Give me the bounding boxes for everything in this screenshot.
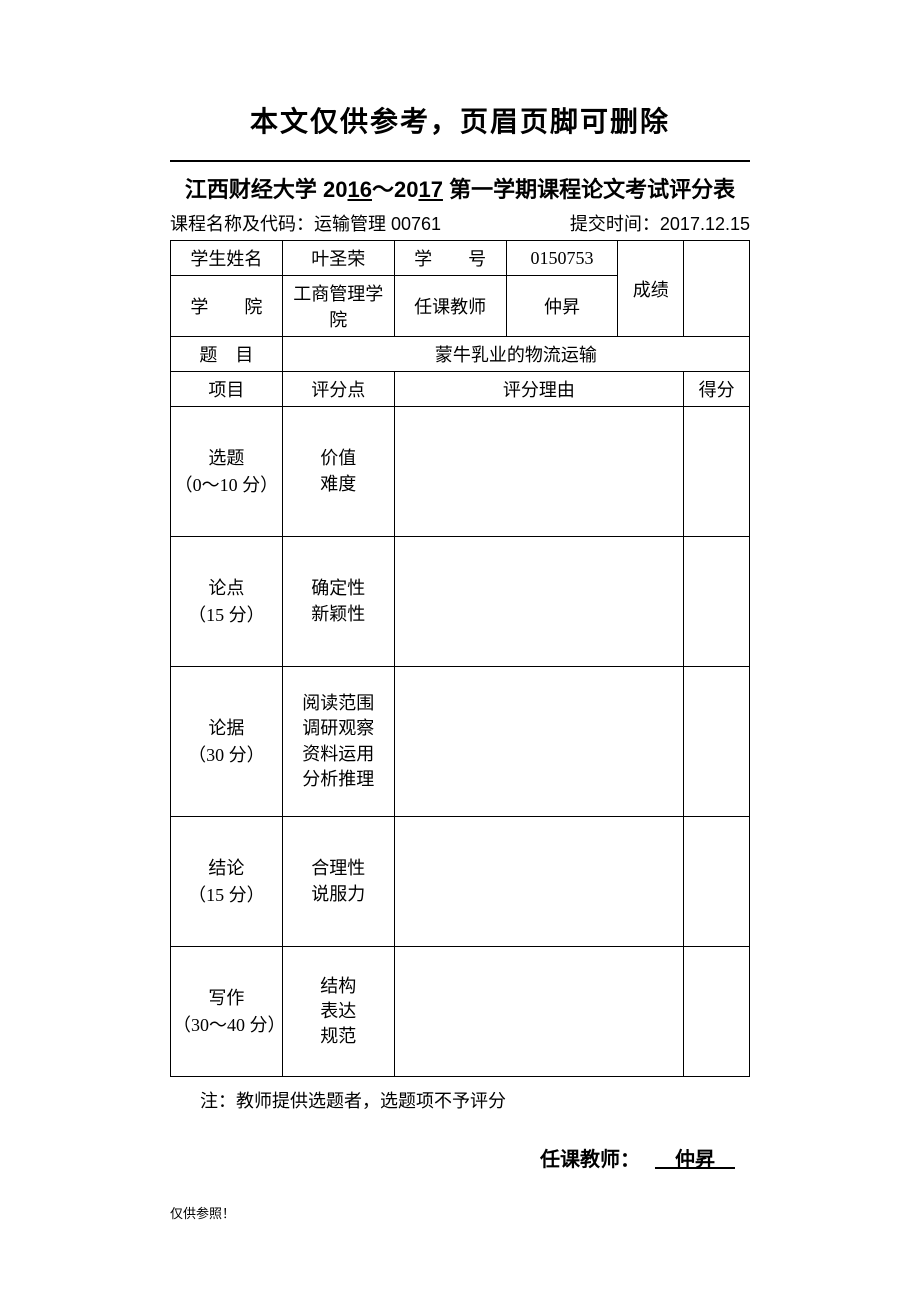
row-criteria: 确定性 新颖性: [282, 537, 394, 667]
table-row: 题 目 蒙牛乳业的物流运输: [171, 337, 750, 372]
row-project: 结论 （15 分）: [171, 817, 283, 947]
title-year2: 17: [418, 177, 442, 202]
row-project-range: （15 分）: [173, 882, 280, 909]
row-project-range: （30 分）: [173, 742, 280, 769]
row-project-range: （15 分）: [173, 602, 280, 629]
row-score: [684, 817, 750, 947]
signature-value: 仲昇: [640, 1143, 730, 1172]
topic-value: 蒙牛乳业的物流运输: [282, 337, 749, 372]
course-meta: 课程名称及代码：运输管理 00761: [170, 210, 441, 236]
row-project-name: 结论: [173, 855, 280, 882]
row-project: 论据 （30 分）: [171, 667, 283, 817]
row-reason: [394, 667, 683, 817]
row-project-name: 选题: [173, 445, 280, 472]
row-reason: [394, 407, 683, 537]
footer-reference: 仅供参照！: [170, 1203, 235, 1222]
row-project: 写作 （30～40 分）: [171, 947, 283, 1077]
submit-label: 提交时间：: [570, 214, 660, 234]
row-criteria: 合理性 说服力: [282, 817, 394, 947]
row-criteria: 结构 表达 规范: [282, 947, 394, 1077]
table-row: 学生姓名 叶圣荣 学 号 0150753 成绩: [171, 241, 750, 276]
row-score: [684, 537, 750, 667]
submit-value: 2017.12.15: [660, 214, 750, 234]
col-criteria: 评分点: [282, 372, 394, 407]
table-row: 写作 （30～40 分） 结构 表达 规范: [171, 947, 750, 1077]
teacher-value: 仲昇: [506, 276, 618, 337]
grade-label: 成绩: [618, 241, 684, 337]
college-value: 工商管理学院: [282, 276, 394, 337]
table-header-row: 项目 评分点 评分理由 得分: [171, 372, 750, 407]
title-tilde: ～20: [372, 177, 418, 202]
row-project: 论点 （15 分）: [171, 537, 283, 667]
course-label: 课程名称及代码：: [170, 214, 314, 234]
title-prefix: 江西财经大学 20: [185, 177, 348, 202]
signature-line: 任课教师： 仲昇: [0, 1143, 730, 1172]
footnote: 注：教师提供选题者，选题项不予评分: [200, 1087, 750, 1113]
row-project-range: （0～10 分）: [173, 472, 280, 499]
teacher-label: 任课教师: [394, 276, 506, 337]
header-divider: [170, 160, 750, 162]
row-project-name: 写作: [173, 985, 280, 1012]
grade-value: [684, 241, 750, 337]
col-project: 项目: [171, 372, 283, 407]
student-name-value: 叶圣荣: [282, 241, 394, 276]
page-watermark-header: 本文仅供参考，页眉页脚可删除: [0, 0, 920, 140]
title-suffix: 第一学期课程论文考试评分表: [443, 177, 735, 202]
row-criteria: 阅读范围 调研观察 资料运用 分析推理: [282, 667, 394, 817]
table-row: 选题 （0～10 分） 价值 难度: [171, 407, 750, 537]
row-project: 选题 （0～10 分）: [171, 407, 283, 537]
row-score: [684, 947, 750, 1077]
document-title: 江西财经大学 2016～2017 第一学期课程论文考试评分表: [0, 172, 920, 204]
student-id-label: 学 号: [394, 241, 506, 276]
table-row: 论据 （30 分） 阅读范围 调研观察 资料运用 分析推理: [171, 667, 750, 817]
college-label: 学 院: [171, 276, 283, 337]
row-score: [684, 407, 750, 537]
row-project-range: （30～40 分）: [173, 1012, 280, 1039]
row-reason: [394, 947, 683, 1077]
row-reason: [394, 817, 683, 947]
title-year1: 16: [348, 177, 372, 202]
table-row: 结论 （15 分） 合理性 说服力: [171, 817, 750, 947]
row-project-name: 论点: [173, 575, 280, 602]
col-score: 得分: [684, 372, 750, 407]
row-criteria: 价值 难度: [282, 407, 394, 537]
course-value: 运输管理 00761: [314, 214, 441, 234]
student-id-value: 0150753: [506, 241, 618, 276]
col-reason: 评分理由: [394, 372, 683, 407]
student-name-label: 学生姓名: [171, 241, 283, 276]
submit-meta: 提交时间：2017.12.15: [570, 210, 750, 236]
table-row: 论点 （15 分） 确定性 新颖性: [171, 537, 750, 667]
row-score: [684, 667, 750, 817]
grade-table: 学生姓名 叶圣荣 学 号 0150753 成绩 学 院 工商管理学院 任课教师 …: [170, 240, 750, 1077]
row-project-name: 论据: [173, 715, 280, 742]
topic-label: 题 目: [171, 337, 283, 372]
signature-label: 任课教师：: [540, 1149, 640, 1171]
row-reason: [394, 537, 683, 667]
meta-row: 课程名称及代码：运输管理 00761 提交时间：2017.12.15: [170, 210, 750, 236]
